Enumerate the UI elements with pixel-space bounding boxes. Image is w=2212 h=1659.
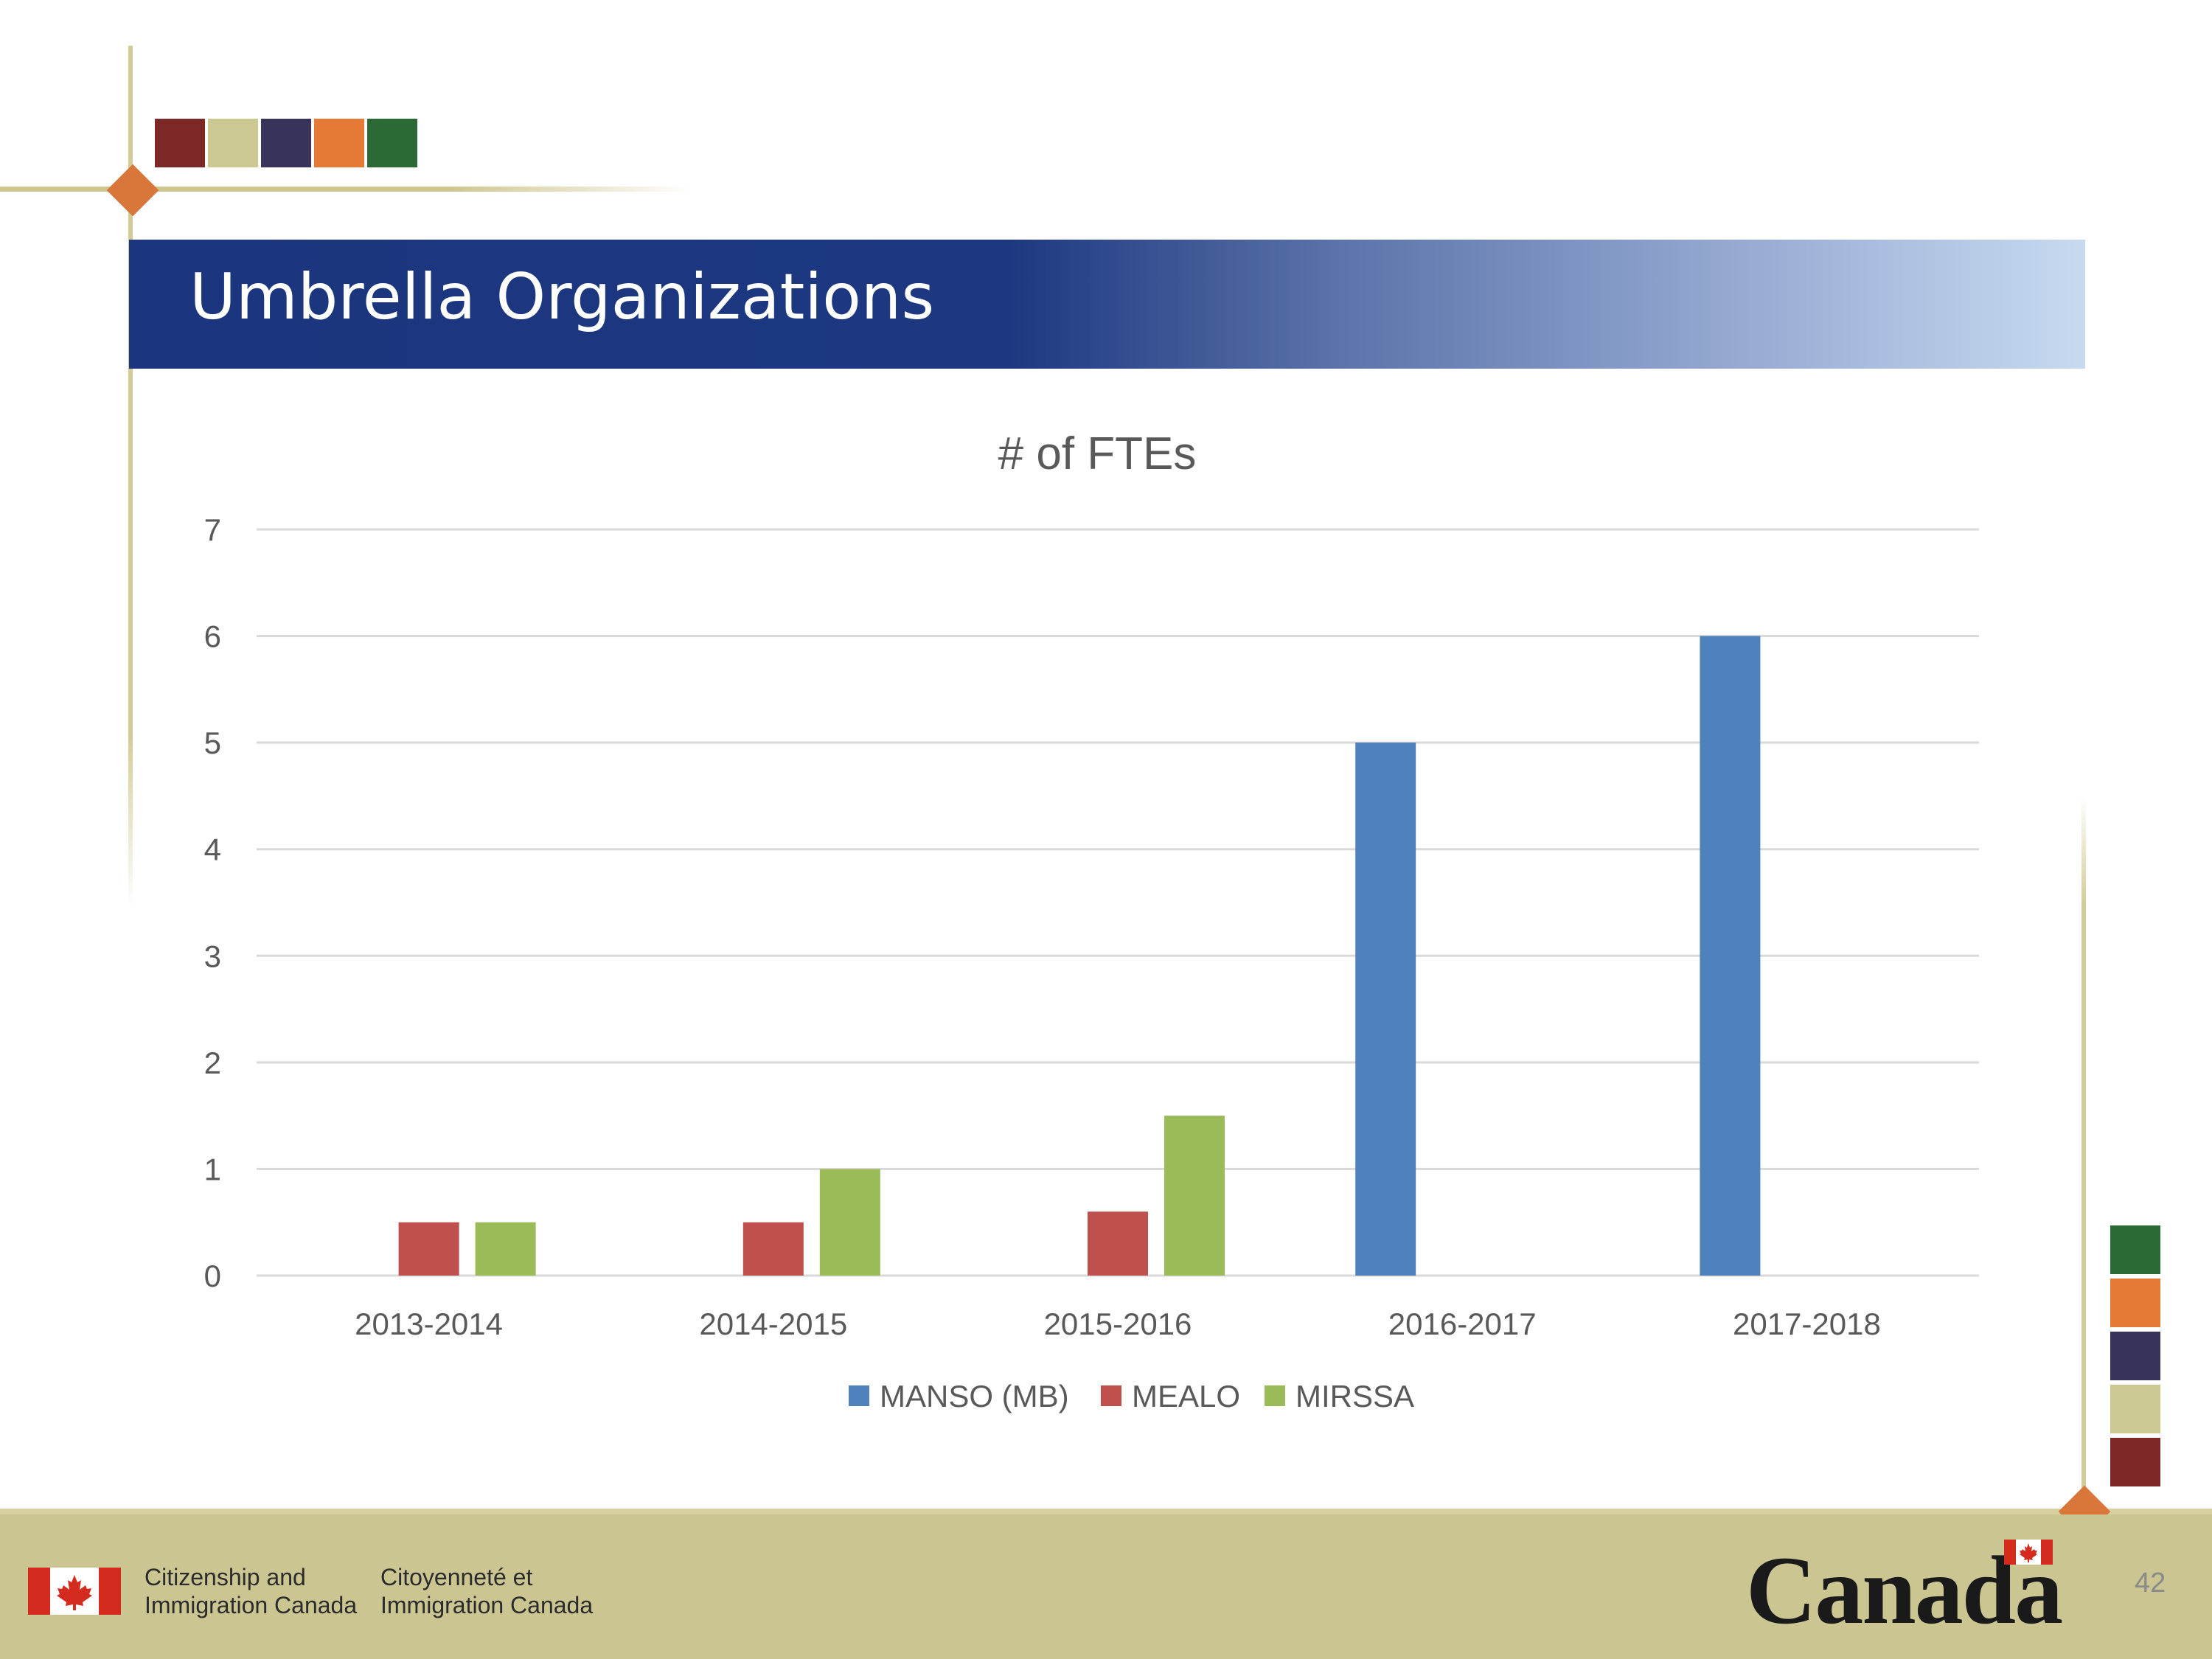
top-swatch-3 [261, 119, 311, 167]
chart-title: # of FTEs [998, 428, 1197, 479]
dept-en-line2: Immigration Canada [145, 1592, 358, 1618]
side-swatch-3 [2110, 1332, 2160, 1380]
y-tick-label: 6 [204, 619, 221, 654]
top-swatch-4 [314, 119, 364, 167]
dept-name-fr: Citoyenneté et Immigration Canada [380, 1563, 593, 1619]
side-swatch-4 [2110, 1385, 2160, 1433]
top-accent-line [0, 187, 693, 192]
y-tick-label: 3 [204, 939, 221, 973]
top-swatch-5 [367, 119, 417, 167]
legend-label: MIRSSA [1295, 1379, 1414, 1413]
dept-name-en: Citizenship and Immigration Canada [145, 1563, 357, 1619]
wordmark-flag-icon [2004, 1540, 2053, 1565]
legend-swatch [1101, 1385, 1121, 1406]
y-tick-label: 4 [204, 832, 221, 867]
bar [1088, 1211, 1148, 1276]
x-tick-label: 2016-2017 [1388, 1307, 1537, 1341]
y-tick-label: 0 [204, 1259, 221, 1293]
bar [1164, 1116, 1225, 1276]
bar [1355, 742, 1416, 1276]
legend-swatch [1265, 1385, 1285, 1406]
dept-en-line1: Citizenship and [145, 1564, 306, 1590]
footer-bar: Citizenship and Immigration Canada Citoy… [0, 1514, 2212, 1659]
legend-swatch [849, 1385, 869, 1406]
footer-accent-line [0, 1509, 2212, 1514]
bar [475, 1222, 536, 1276]
bar [819, 1169, 880, 1276]
y-tick-label: 7 [204, 512, 221, 547]
right-accent-line [2081, 796, 2086, 1519]
page-number: 42 [2135, 1568, 2166, 1599]
slide-title: Umbrella Organizations [189, 260, 935, 334]
side-swatch-5 [2110, 1438, 2160, 1486]
x-tick-label: 2015-2016 [1044, 1307, 1192, 1341]
dept-fr-line2: Immigration Canada [380, 1592, 594, 1618]
bar [398, 1222, 459, 1276]
title-bar: Umbrella Organizations [129, 240, 2085, 369]
bar [1700, 636, 1761, 1276]
top-swatch-2 [208, 119, 258, 167]
y-tick-label: 2 [204, 1046, 221, 1080]
side-swatch-2 [2110, 1279, 2160, 1327]
left-accent-line [128, 46, 133, 908]
side-swatch-1 [2110, 1225, 2160, 1274]
y-tick-label: 5 [204, 726, 221, 760]
y-tick-label: 1 [204, 1152, 221, 1186]
legend-label: MEALO [1132, 1379, 1240, 1413]
top-swatch-1 [155, 119, 205, 167]
legend-label: MANSO (MB) [880, 1379, 1069, 1413]
x-tick-label: 2017-2018 [1733, 1307, 1881, 1341]
x-tick-label: 2013-2014 [355, 1307, 503, 1341]
dept-fr-line1: Citoyenneté et [380, 1564, 533, 1590]
fte-bar-chart: # of FTEs 0 1 2 3 4 5 6 7 2013-2014 2014-2015 2015-… [204, 428, 1979, 1413]
canada-flag-icon [28, 1568, 121, 1615]
x-tick-label: 2014-2015 [699, 1307, 847, 1341]
bar [742, 1222, 804, 1276]
